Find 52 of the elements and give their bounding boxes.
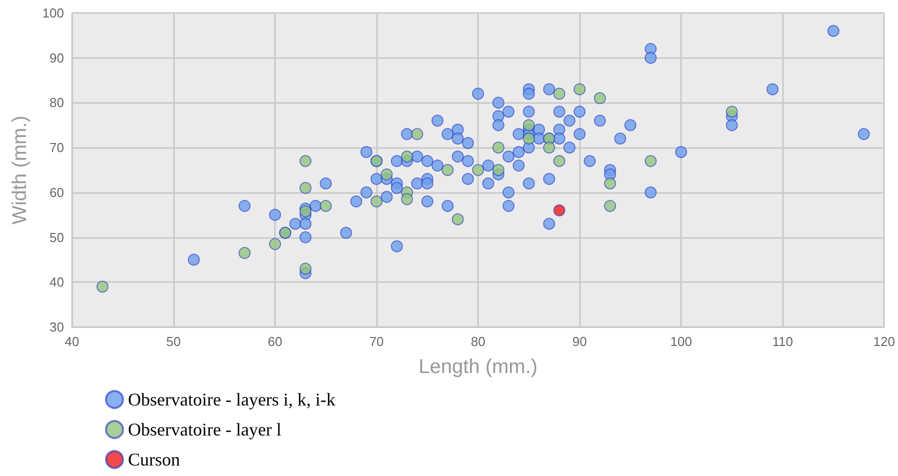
point [442,164,454,176]
x-tick-label: 70 [369,334,384,349]
y-axis-title: Width (mm.) [9,116,31,224]
point [522,119,535,132]
point [492,164,504,176]
x-tick-label: 50 [166,334,181,349]
x-tick-label: 80 [470,334,486,349]
y-tick-label: 40 [50,274,64,290]
point [604,200,616,212]
x-tick-label: 90 [572,334,587,349]
point [492,142,504,154]
x-tick-label: 40 [64,334,80,349]
point [452,213,464,226]
legend-label: Observatoire - layer l [128,420,282,440]
point [574,83,586,96]
x-axis-title: Length (mm.) [418,356,538,378]
point [238,246,251,259]
point [370,195,383,208]
x-tick-label: 110 [772,334,794,349]
point [269,238,282,250]
y-tick-label: 50 [50,230,64,245]
point [320,200,332,212]
point [96,280,108,293]
point [644,155,657,168]
legend-label: Curson [128,450,180,470]
y-tick-label: 70 [50,140,64,156]
point [604,177,616,190]
point [300,155,312,168]
point [522,132,535,145]
point [300,205,312,218]
x-tick-label: 100 [670,334,692,349]
y-tick-label: 80 [50,95,64,110]
point [300,182,312,194]
x-tick-label: 120 [873,334,896,349]
point [380,168,393,180]
point [401,150,414,163]
y-tick-label: 90 [50,50,64,66]
point [472,164,484,176]
point [553,155,566,168]
point [543,142,556,154]
point [300,262,312,275]
x-tick-label: 60 [268,334,282,349]
y-tick-label: 100 [42,6,64,20]
point [553,88,566,100]
point [553,204,566,216]
y-tick-label: 30 [50,320,64,334]
point [411,128,424,140]
point [726,106,738,118]
legend-label: Observatoire - layers i, k, i-k [128,390,336,410]
y-tick-label: 60 [50,184,64,200]
point [594,92,606,104]
point [401,193,414,206]
